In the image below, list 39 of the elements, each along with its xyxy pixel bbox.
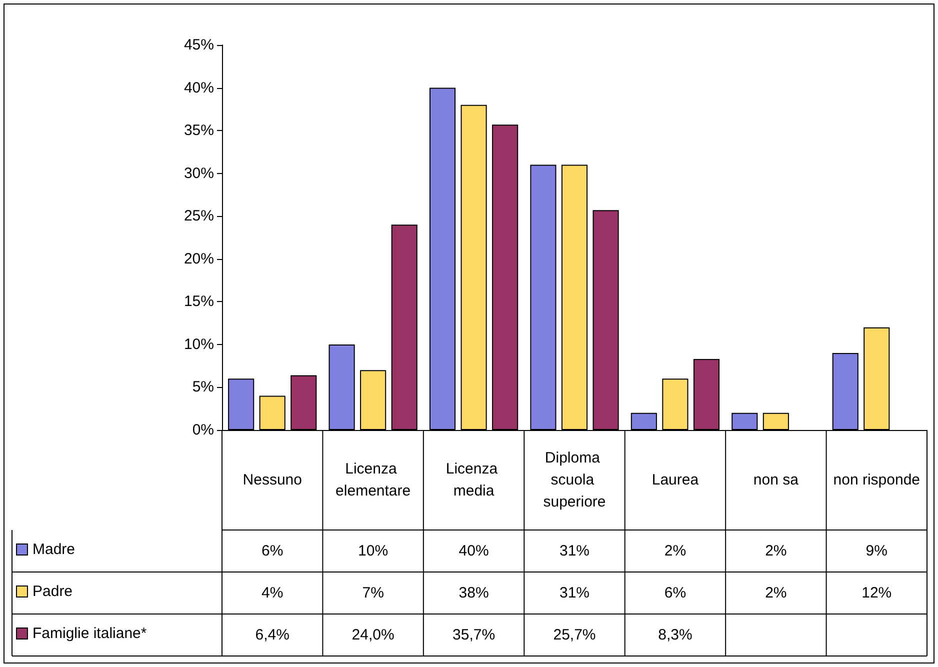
legend-label: Padre — [32, 583, 73, 600]
data-label: 38% — [458, 584, 489, 602]
y-tick-label: 35% — [184, 122, 214, 140]
x-tick-label: Licenza media — [446, 460, 502, 500]
data-label: 12% — [862, 584, 892, 602]
data-label: 2% — [765, 542, 787, 560]
data-label: 4% — [262, 584, 284, 602]
legend-label: Famiglie italiane* — [32, 625, 147, 642]
x-tick-label: Licenza elementare — [336, 460, 411, 500]
x-tick-label: Laurea — [652, 472, 700, 488]
y-tick-label: 15% — [184, 293, 214, 310]
x-tick-label: non risponde — [833, 472, 920, 488]
y-tick-label: 5% — [192, 378, 214, 396]
y-tick-label: 45% — [184, 36, 214, 54]
y-tick-label: 25% — [184, 208, 214, 225]
data-label: 8,3% — [658, 626, 692, 644]
data-label: 6,4% — [255, 626, 290, 644]
data-label: 31% — [559, 542, 590, 560]
data-label: 6% — [664, 584, 686, 602]
data-label: 2% — [664, 542, 686, 560]
y-tick-label: 0% — [192, 422, 214, 438]
data-label: 7% — [362, 584, 384, 602]
data-label: 24,0% — [352, 626, 394, 644]
x-tick-label: non sa — [753, 472, 800, 488]
data-label: 35,7% — [452, 626, 496, 644]
legend-label: Madre — [32, 541, 76, 558]
x-tick-label: Nessuno — [242, 472, 302, 488]
data-label: 31% — [559, 584, 590, 602]
data-label: 2% — [765, 584, 787, 602]
data-label: 25,7% — [553, 626, 596, 644]
y-tick-label: 10% — [184, 336, 214, 353]
y-tick-label: 20% — [184, 250, 214, 268]
data-label: 10% — [358, 542, 388, 560]
data-label: 6% — [262, 542, 284, 560]
data-label: 40% — [458, 542, 489, 560]
x-tick-label: Diploma scuola superiore — [543, 450, 606, 510]
data-label: 9% — [866, 542, 888, 560]
y-tick-label: 40% — [184, 79, 214, 96]
y-tick-label: 30% — [184, 164, 214, 182]
